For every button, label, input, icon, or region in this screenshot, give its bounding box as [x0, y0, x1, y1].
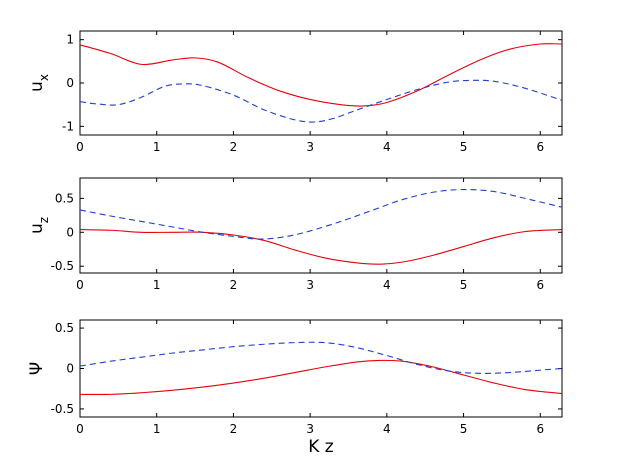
- y-tick-label: -0.5: [51, 259, 74, 273]
- y-tick-label: 0.5: [55, 191, 74, 205]
- dashed-series-line: [80, 188, 562, 240]
- x-tick-label: 4: [383, 422, 391, 436]
- x-axis-label: K z: [308, 437, 334, 457]
- y-axis-label: ux: [27, 74, 51, 92]
- dashed-series-line: [80, 79, 562, 123]
- y-axis-label-main: u: [27, 81, 47, 92]
- y-axis-label-subscript: x: [37, 74, 51, 81]
- solid-series-line: [80, 43, 562, 107]
- solid-series-line: [80, 359, 562, 396]
- x-tick-label: 3: [306, 278, 314, 292]
- x-tick-label: 1: [153, 422, 161, 436]
- x-tick-label: 0: [76, 140, 84, 154]
- x-tick-label: 6: [536, 140, 544, 154]
- y-axis-label: uz: [27, 217, 51, 234]
- solid-series-line: [80, 229, 562, 265]
- x-tick-label: 4: [383, 140, 391, 154]
- x-tick-label: 3: [306, 140, 314, 154]
- x-tick-label: 5: [460, 278, 468, 292]
- dashed-series-line: [80, 341, 562, 374]
- x-tick-label: 1: [153, 140, 161, 154]
- y-tick-label: -0.5: [51, 402, 74, 416]
- x-tick-label: 2: [230, 278, 238, 292]
- panel-2: 0 1 2 3 4 5 6-0.500.5uz: [27, 177, 563, 292]
- y-axis-label-main: Ψ: [27, 362, 47, 375]
- panel-3: 0 1 2 3 4 5 6-0.500.5ΨK z: [27, 319, 563, 457]
- y-axis-label-main: u: [27, 223, 47, 234]
- x-tick-label: 0: [76, 422, 84, 436]
- y-tick-label: 0: [66, 362, 74, 376]
- x-tick-label: 6: [536, 278, 544, 292]
- y-tick-label: 0: [66, 76, 74, 90]
- y-tick-label: -1: [62, 119, 74, 133]
- y-tick-label: 0: [66, 225, 74, 239]
- x-tick-label: 2: [230, 422, 238, 436]
- x-tick-label: 2: [230, 140, 238, 154]
- y-tick-label: 0.5: [55, 321, 74, 335]
- x-tick-label: 5: [460, 422, 468, 436]
- x-tick-label: 3: [306, 422, 314, 436]
- y-axis-label: Ψ: [27, 362, 47, 375]
- x-tick-label: 1: [153, 278, 161, 292]
- y-tick-label: 1: [66, 33, 74, 47]
- x-tick-label: 4: [383, 278, 391, 292]
- x-tick-label: 5: [460, 140, 468, 154]
- x-tick-label: 6: [536, 422, 544, 436]
- axes-frame: [79, 177, 563, 274]
- y-axis-label-subscript: z: [37, 217, 51, 223]
- x-tick-label: 0: [76, 278, 84, 292]
